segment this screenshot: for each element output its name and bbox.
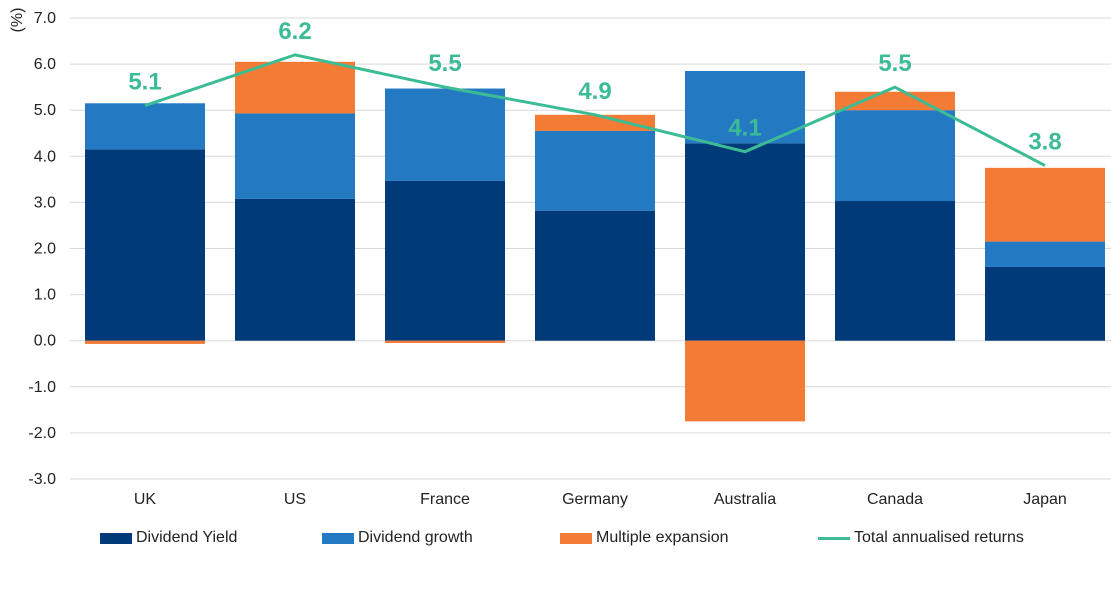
x-category-label: US bbox=[284, 491, 306, 508]
legend-line-total-annualised-returns bbox=[818, 536, 850, 540]
bar-segment-dividend-yield bbox=[85, 149, 205, 341]
y-tick-label: -1.0 bbox=[28, 379, 56, 396]
legend-swatch-dividend-growth bbox=[322, 532, 354, 544]
legend-item-dividend-growth: Dividend growth bbox=[322, 527, 473, 549]
bar-groups bbox=[85, 61, 1105, 422]
y-tick-label: 7.0 bbox=[34, 10, 56, 27]
y-tick-label: -2.0 bbox=[28, 425, 56, 442]
bar-segment-dividend-growth bbox=[985, 241, 1105, 267]
bar-segment-dividend-yield bbox=[685, 143, 805, 341]
y-tick-label: 5.0 bbox=[34, 102, 56, 119]
bar-segment-dividend-growth bbox=[235, 113, 355, 199]
bar-segment-dividend-growth bbox=[685, 71, 805, 144]
bar-segment-dividend-growth bbox=[535, 130, 655, 211]
legend-item-total-annualised-returns: Total annualised returns bbox=[818, 527, 1024, 549]
bar-segment-dividend-yield bbox=[835, 201, 955, 341]
legend-swatch-dividend-yield bbox=[100, 532, 132, 544]
bar-segment-multiple-expansion bbox=[985, 167, 1105, 242]
legend-label-multiple-expansion: Multiple expansion bbox=[596, 529, 729, 546]
y-axis-unit-label: (%) bbox=[9, 8, 26, 33]
y-tick-label: 3.0 bbox=[34, 194, 56, 211]
bar-segment-multiple-expansion bbox=[235, 61, 355, 114]
x-category-label: France bbox=[420, 491, 470, 508]
bar-segment-dividend-growth bbox=[85, 103, 205, 150]
bar-segment-multiple-expansion bbox=[85, 340, 205, 344]
data-label: 5.5 bbox=[878, 50, 911, 77]
y-tick-label: 2.0 bbox=[34, 241, 56, 258]
legend: Dividend Yield Dividend growth Multiple … bbox=[0, 527, 1111, 551]
total-returns-polyline bbox=[144, 53, 1046, 167]
data-label: 3.8 bbox=[1028, 129, 1061, 156]
bar-segment-dividend-yield bbox=[385, 180, 505, 341]
bar-segment-multiple-expansion bbox=[835, 91, 955, 111]
y-tick-label: 6.0 bbox=[34, 56, 56, 73]
data-label: 6.2 bbox=[278, 18, 311, 45]
x-category-label: Canada bbox=[867, 491, 923, 508]
x-category-label: Japan bbox=[1023, 491, 1067, 508]
x-category-label: Australia bbox=[714, 491, 776, 508]
y-tick-label: -3.0 bbox=[28, 471, 56, 488]
bar-segment-dividend-yield bbox=[235, 198, 355, 341]
y-tick-label: 0.0 bbox=[34, 333, 56, 350]
y-axis-tick-labels: 7.0 6.0 5.0 4.0 3.0 2.0 1.0 0.0 -1.0 -2.0 -3.0 bbox=[28, 10, 56, 488]
legend-item-dividend-yield: Dividend Yield bbox=[100, 527, 237, 549]
data-label: 5.1 bbox=[128, 69, 161, 96]
bar-segment-multiple-expansion bbox=[535, 114, 655, 131]
data-label: 4.9 bbox=[578, 78, 611, 105]
legend-label-dividend-growth: Dividend growth bbox=[358, 529, 473, 546]
y-tick-label: 4.0 bbox=[34, 148, 56, 165]
x-category-label: Germany bbox=[562, 491, 628, 508]
legend-swatch-multiple-expansion bbox=[560, 532, 592, 544]
x-axis-category-labels: UK US France Germany Australia Canada Japan bbox=[134, 491, 1067, 508]
data-labels: 5.1 6.2 5.5 4.9 4.1 5.5 3.8 bbox=[128, 18, 1061, 156]
total-returns-line bbox=[144, 53, 1046, 167]
bar-segment-dividend-growth bbox=[385, 88, 505, 181]
bar-segment-dividend-yield bbox=[985, 266, 1105, 341]
legend-label-total-annualised-returns: Total annualised returns bbox=[854, 529, 1024, 546]
data-label: 4.1 bbox=[728, 115, 761, 142]
bar-segment-dividend-growth bbox=[835, 110, 955, 202]
legend-item-multiple-expansion: Multiple expansion bbox=[560, 527, 729, 549]
bar-segment-multiple-expansion bbox=[685, 340, 805, 422]
bar-segment-multiple-expansion bbox=[385, 340, 505, 344]
legend-label-dividend-yield: Dividend Yield bbox=[136, 529, 238, 546]
bar-segment-dividend-yield bbox=[535, 210, 655, 341]
y-tick-label: 1.0 bbox=[34, 287, 56, 304]
x-category-label: UK bbox=[134, 491, 157, 508]
data-label: 5.5 bbox=[428, 50, 461, 77]
